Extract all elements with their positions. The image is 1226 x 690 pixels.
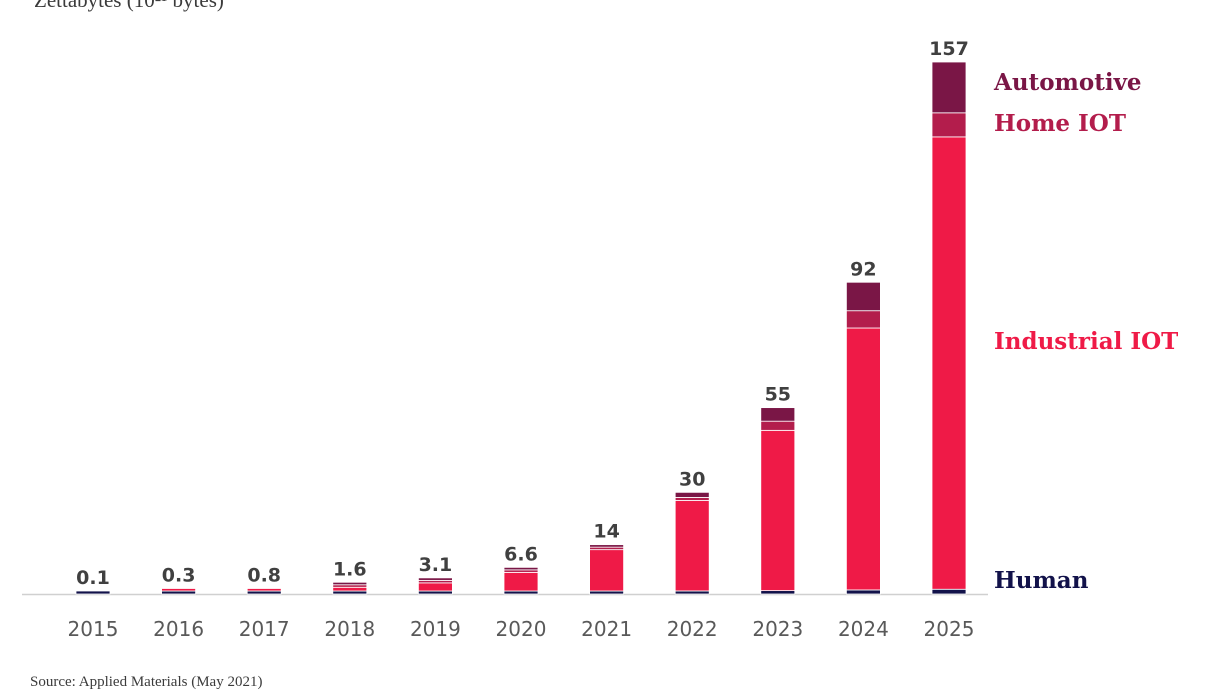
- bar-segment-automotive-2021: [589, 544, 624, 548]
- x-tick-label-2024: 2024: [838, 617, 889, 641]
- bar-segment-human-2022: [674, 590, 710, 595]
- bar-segment-industrial-iot-2023: [760, 429, 796, 592]
- bar-segment-human-2019: [417, 590, 453, 595]
- x-tick-label-2021: 2021: [581, 617, 632, 641]
- bar-segment-industrial-iot-2016: [161, 588, 197, 592]
- total-label-2023: 55: [765, 384, 791, 406]
- bar-segment-human-2018: [332, 590, 368, 595]
- bar-segment-human-2024: [846, 589, 881, 595]
- bar-segment-automotive-2025: [931, 61, 967, 114]
- y-axis-title: Zettabytes (10²¹ bytes): [34, 0, 224, 12]
- x-tick-label-2018: 2018: [324, 617, 375, 641]
- bars-group: [75, 61, 967, 595]
- x-tick-label-2015: 2015: [68, 617, 119, 641]
- bar-segment-home-iot-2022: [674, 497, 710, 501]
- bar-segment-automotive-2023: [760, 407, 796, 422]
- total-label-2021: 14: [593, 521, 619, 543]
- x-tick-label-2023: 2023: [752, 617, 803, 641]
- x-tick-label-2019: 2019: [410, 617, 461, 641]
- total-label-2025: 157: [929, 38, 969, 60]
- bar-segment-industrial-iot-2022: [674, 500, 710, 592]
- source-note: Source: Applied Materials (May 2021): [30, 674, 262, 690]
- bar-segment-automotive-2018: [332, 581, 368, 586]
- bar-segment-automotive-2020: [503, 566, 539, 571]
- legend-label-home-iot: Home IOT: [994, 110, 1126, 137]
- bar-segment-human-2021: [589, 590, 624, 595]
- bar-segment-industrial-iot-2024: [846, 327, 881, 591]
- bar-segment-human-2023: [760, 590, 796, 595]
- x-tick-labels-group: 2015 2016 2017 2018 2019 2020 2021 2022 2023 2024…: [68, 617, 975, 641]
- bar-segment-industrial-iot-2020: [503, 571, 539, 592]
- total-label-2022: 30: [679, 468, 705, 490]
- bar-segment-industrial-iot-2018: [332, 586, 368, 592]
- bar-segment-industrial-iot-2021: [589, 549, 624, 592]
- bar-segment-automotive-2019: [417, 577, 453, 581]
- x-tick-label-2017: 2017: [239, 617, 290, 641]
- bar-segment-human-2025: [931, 588, 967, 595]
- bar-segment-home-iot-2023: [760, 420, 796, 431]
- bar-segment-human-2015: [75, 590, 111, 595]
- bar-segment-industrial-iot-2017: [246, 588, 282, 592]
- bar-segment-human-2016: [161, 590, 197, 595]
- bar-segment-home-iot-2025: [931, 112, 967, 138]
- x-tick-label-2022: 2022: [667, 617, 718, 641]
- legend-label-human: Human: [994, 567, 1089, 594]
- bar-segment-human-2020: [503, 590, 539, 595]
- legend-label-industrial-iot: Industrial IOT: [994, 328, 1178, 355]
- total-label-2020: 6.6: [504, 543, 538, 565]
- total-label-2017: 0.8: [247, 565, 281, 587]
- bar-segment-home-iot-2024: [846, 310, 881, 329]
- total-label-2024: 92: [850, 258, 876, 280]
- total-label-2016: 0.3: [162, 565, 196, 587]
- bar-segment-automotive-2024: [846, 281, 881, 312]
- total-label-2018: 1.6: [333, 558, 367, 580]
- bar-segment-automotive-2022: [674, 491, 710, 498]
- bar-segment-industrial-iot-2019: [417, 582, 453, 592]
- x-tick-label-2016: 2016: [153, 617, 204, 641]
- x-tick-label-2025: 2025: [924, 617, 975, 641]
- bar-segment-human-2017: [246, 590, 282, 595]
- total-labels-group: 0.1 0.3 0.8 1.6 3.1 6.6 14 30 55 92 157: [76, 38, 969, 589]
- legend-label-automotive: Automotive: [993, 69, 1142, 96]
- legend-group: Automotive Home IOT Industrial IOT Human: [993, 69, 1178, 594]
- x-tick-label-2020: 2020: [496, 617, 547, 641]
- bar-segment-industrial-iot-2025: [931, 136, 967, 590]
- total-label-2019: 3.1: [419, 554, 453, 576]
- total-label-2015: 0.1: [76, 567, 110, 589]
